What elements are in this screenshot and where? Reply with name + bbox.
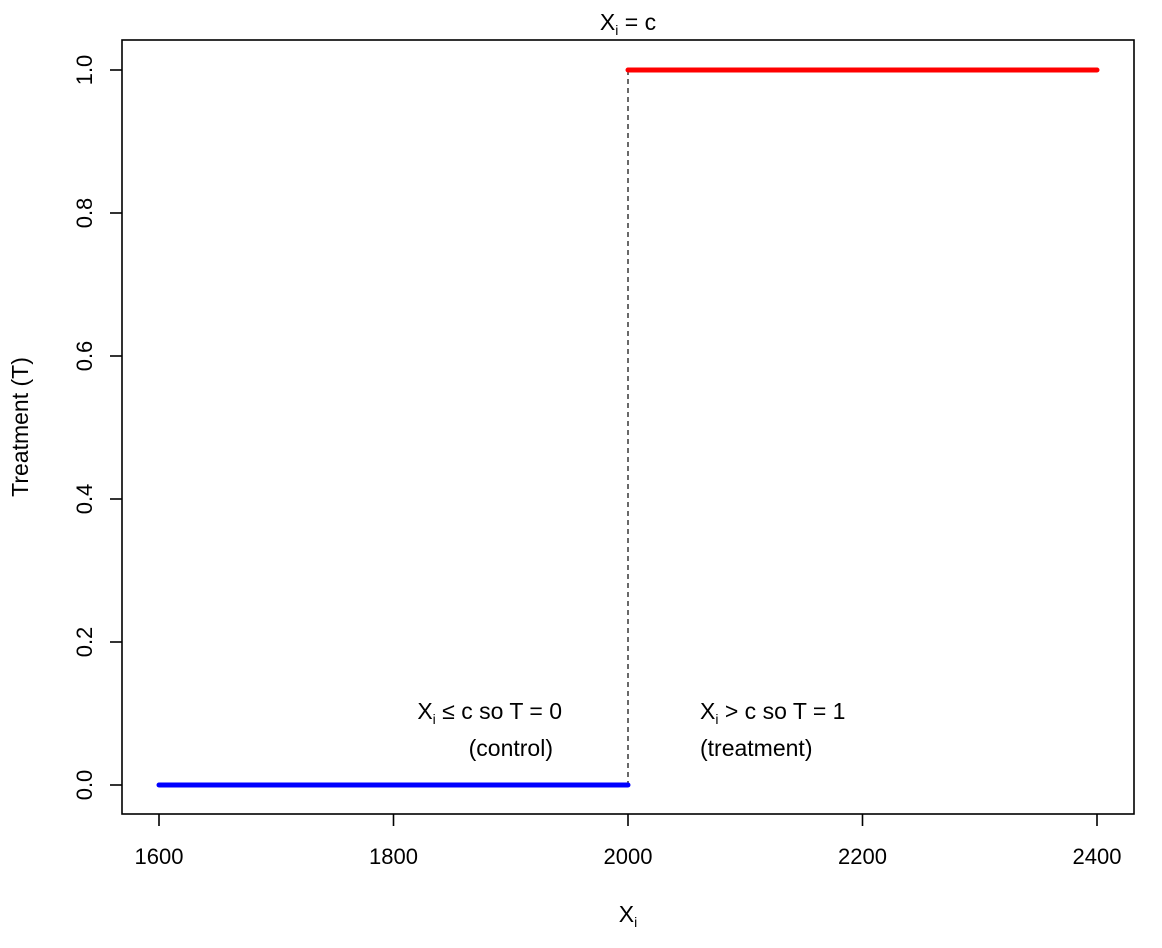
cutoff-label-sub: i — [615, 22, 618, 38]
annotation-control-rest: ≤ c so T = 0 — [436, 698, 562, 724]
y-tick-label: 1.0 — [72, 55, 97, 86]
annotation-treatment-rest: > c so T = 1 — [718, 698, 845, 724]
cutoff-label: Xi = c — [600, 9, 656, 38]
y-axis: 0.0 0.2 0.4 0.6 0.8 1.0 — [72, 55, 122, 801]
x-axis-title: Xi — [619, 901, 637, 930]
cutoff-label-base: X — [600, 9, 615, 35]
x-axis-title-sub: i — [634, 914, 637, 930]
series-layer — [156, 67, 1100, 788]
annotation-control: Xi ≤ c so T = 0 — [417, 698, 562, 727]
plot-box — [121, 39, 1135, 815]
y-axis-title: Treatment (T) — [7, 357, 33, 497]
x-axis-title-base: X — [619, 901, 634, 927]
annotation-treatment-base: X — [700, 698, 715, 724]
annotation-treatment-note: (treatment) — [700, 735, 812, 761]
y-tick-label: 0.4 — [72, 484, 97, 515]
annotation-control-note: (control) — [469, 735, 553, 761]
x-tick-label: 2000 — [604, 844, 653, 869]
annotation-treatment: Xi > c so T = 1 — [700, 698, 845, 727]
x-tick-label: 2200 — [838, 844, 887, 869]
x-tick-label: 1600 — [135, 844, 184, 869]
y-tick-label: 0.2 — [72, 627, 97, 658]
x-tick-label: 1800 — [369, 844, 418, 869]
x-tick-label: 2400 — [1073, 844, 1122, 869]
cutoff-label-rest: = c — [618, 9, 656, 35]
y-tick-label: 0.0 — [72, 770, 97, 801]
annotation-control-base: X — [417, 698, 432, 724]
y-tick-label: 0.6 — [72, 341, 97, 372]
y-tick-label: 0.8 — [72, 198, 97, 229]
annotation-treatment-sub: i — [715, 711, 718, 727]
x-axis: 1600 1800 2000 2200 2400 — [135, 814, 1122, 869]
annotation-control-sub: i — [433, 711, 436, 727]
